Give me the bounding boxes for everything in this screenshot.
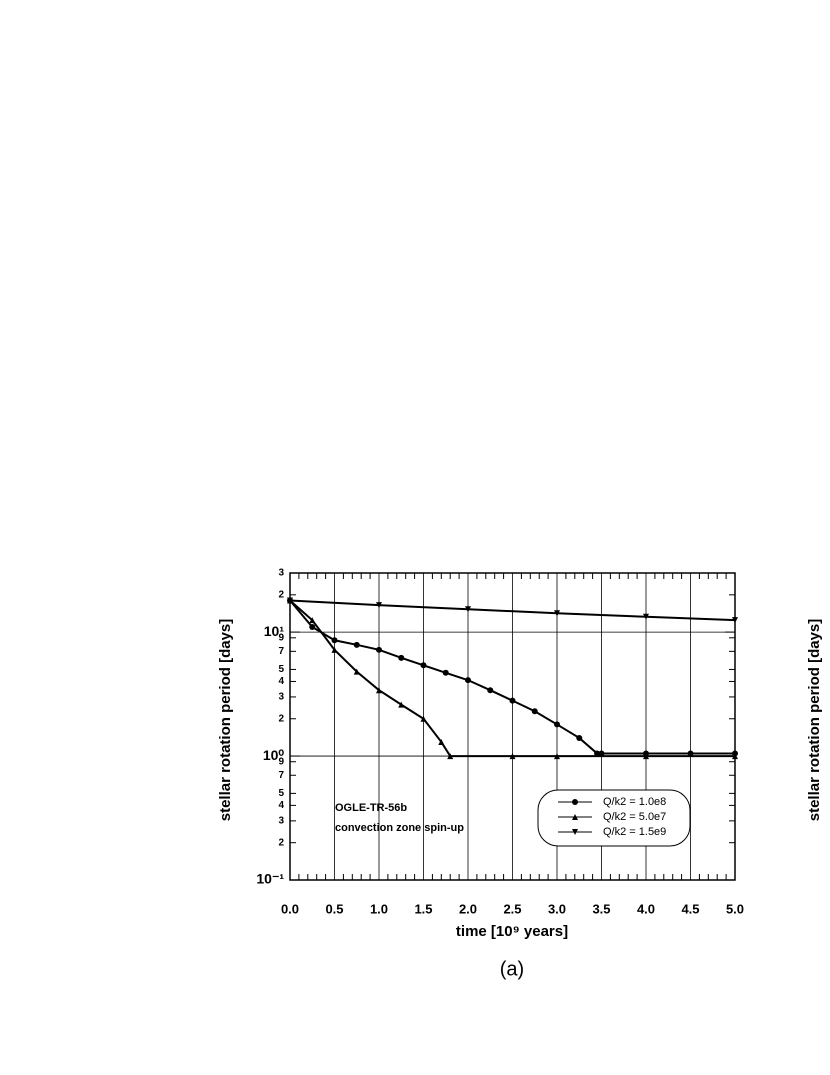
y-tick-label: 9 <box>278 632 284 643</box>
x-tick-label: 3.5 <box>592 901 610 916</box>
marker <box>398 701 405 708</box>
x-tick-label: 2.5 <box>503 901 521 916</box>
marker <box>420 715 427 722</box>
y-tick-label: 7 <box>278 646 284 657</box>
y-tick-label: 4 <box>278 800 284 811</box>
y-tick-label: 3 <box>278 568 284 579</box>
annotation: OGLE-TR-56b <box>335 802 407 814</box>
marker <box>487 687 494 694</box>
x-tick-label: 2.0 <box>459 901 477 916</box>
marker <box>572 829 578 835</box>
y-tick-label: 2 <box>278 589 284 600</box>
marker <box>376 646 382 653</box>
legend-label: Q/k2 = 5.0e7 <box>603 811 666 823</box>
marker <box>420 662 427 669</box>
legend-label: Q/k2 = 1.0e8 <box>603 796 666 808</box>
marker <box>509 753 516 760</box>
marker <box>331 637 338 644</box>
marker <box>531 708 538 715</box>
y-tick-label: 5 <box>278 664 284 675</box>
y-axis-label: stellar rotation period [days] <box>217 619 234 822</box>
marker <box>438 738 445 745</box>
marker <box>447 753 454 760</box>
x-tick-label: 0.0 <box>281 901 299 916</box>
marker <box>465 677 471 684</box>
marker <box>331 646 338 653</box>
x-tick-label: 4.5 <box>681 901 699 916</box>
series-line <box>289 599 736 622</box>
marker <box>554 610 560 617</box>
legend-label: Q/k2 = 1.5e9 <box>603 826 666 838</box>
marker <box>309 624 316 631</box>
caption: (a) <box>500 958 524 980</box>
y-tick-label: 10¹ <box>264 623 285 639</box>
marker <box>687 750 694 757</box>
y-tick-label: 3 <box>278 816 284 827</box>
y-tick-label: 2 <box>278 713 284 724</box>
x-tick-label: 1.0 <box>370 901 388 916</box>
marker <box>509 697 516 704</box>
x-axis-label: time [10⁹ years] <box>456 923 568 940</box>
marker <box>353 641 360 648</box>
marker <box>353 668 360 675</box>
x-tick-label: 4.0 <box>637 901 655 916</box>
marker <box>732 617 738 624</box>
marker <box>398 654 405 661</box>
marker <box>376 602 382 609</box>
y-tick-label: 10⁰ <box>263 747 285 763</box>
marker <box>309 617 316 624</box>
marker <box>287 597 293 604</box>
marker <box>732 753 738 760</box>
marker <box>554 721 560 728</box>
side-label: stellar rotation period [days] <box>806 619 823 822</box>
marker <box>598 750 605 757</box>
marker <box>465 606 471 613</box>
x-tick-label: 5.0 <box>726 901 744 916</box>
y-tick-label: 10⁻¹ <box>256 871 284 887</box>
figure: time [10⁹ years] stellar rotation period… <box>217 619 823 981</box>
x-tick-label: 0.5 <box>325 901 343 916</box>
marker <box>572 814 578 820</box>
marker <box>643 753 649 760</box>
y-tick-label: 7 <box>278 770 284 781</box>
x-tick-label: 1.5 <box>414 901 432 916</box>
marker <box>554 753 560 760</box>
annotation: convection zone spin-up <box>335 822 464 834</box>
marker <box>576 734 583 741</box>
y-tick-label: 4 <box>278 676 284 687</box>
y-tick-label: 5 <box>278 788 284 799</box>
marker <box>572 799 578 805</box>
y-tick-label: 9 <box>278 756 284 767</box>
y-tick-label: 3 <box>278 692 284 703</box>
marker <box>376 687 382 694</box>
x-tick-label: 3.0 <box>548 901 566 916</box>
marker <box>643 613 649 620</box>
marker <box>594 750 601 757</box>
y-tick-label: 2 <box>278 837 284 848</box>
marker <box>442 669 449 676</box>
